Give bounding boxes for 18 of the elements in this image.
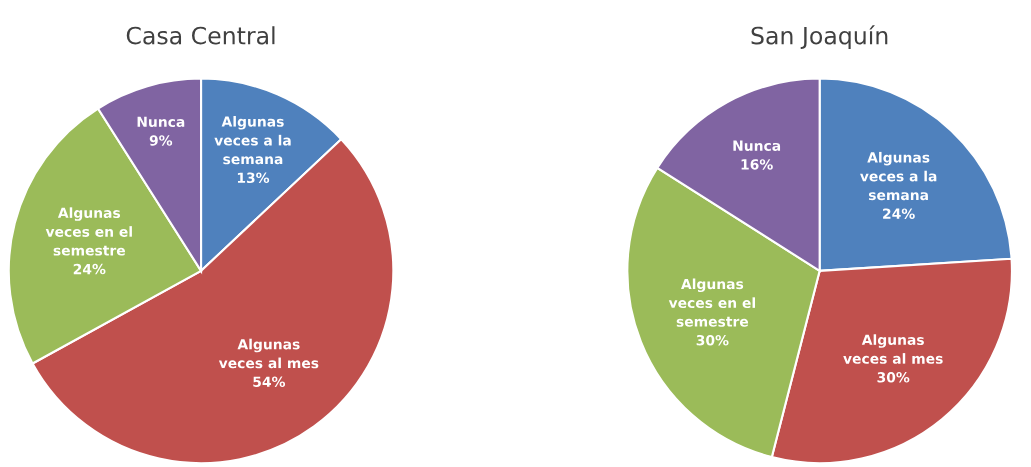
data-label: 54% [253,376,286,387]
chart-title: Casa Central [126,26,275,45]
slice-label: Algunas veces en el semestre [668,278,755,327]
data-label: 24% [883,208,915,219]
chart-title: San Joaquín [751,25,888,50]
data-label: 24% [73,263,106,275]
slice-label: Algunas veces al mes [218,338,319,369]
slice-label: Algunas veces al mes [843,334,943,364]
slice-label: Algunas veces a la semana [860,151,937,201]
slice-label: Nunca [733,140,781,151]
data-label: 30% [877,372,910,383]
data-label: 13% [237,172,270,184]
data-label: 30% [696,334,729,346]
data-label: 9% [149,135,173,146]
data-label: 16% [741,159,773,170]
slice-label: Algunas veces a la semana [214,116,291,165]
slice-label: Algunas veces en el semestre [45,207,132,256]
slice-label: Nunca [137,116,185,128]
